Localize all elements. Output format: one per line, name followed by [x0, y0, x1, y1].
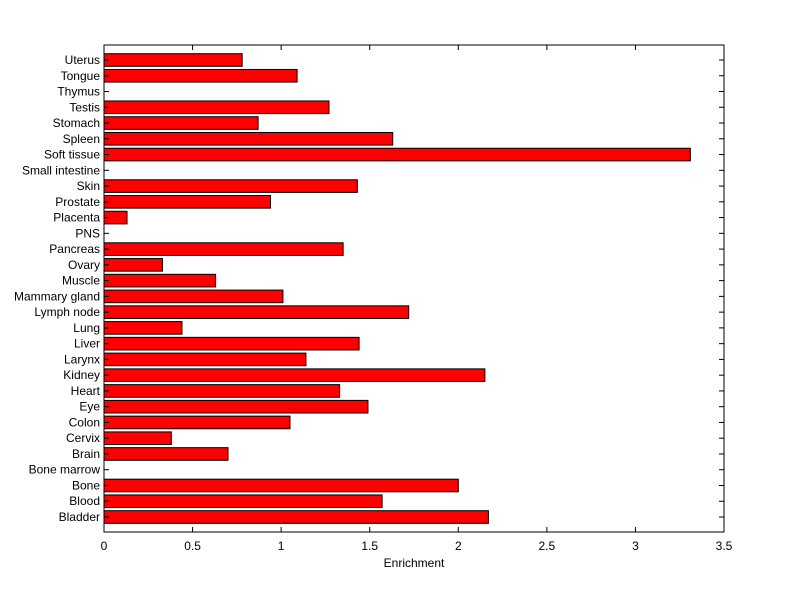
y-tick-label: Stomach [53, 116, 100, 130]
y-tick-label: Blood [69, 494, 100, 508]
y-tick-label: Thymus [57, 85, 100, 99]
x-tick-label: 3.5 [716, 539, 733, 553]
x-tick-label: 1 [278, 539, 285, 553]
x-tick-label: 1.5 [361, 539, 378, 553]
bar-spleen [103, 131, 394, 146]
bar-colon [103, 415, 291, 430]
bar-testis [103, 100, 330, 115]
bar-eye [103, 399, 369, 414]
bar-liver [103, 336, 360, 351]
y-tick-label: Pancreas [49, 242, 100, 256]
bar-cervix [103, 431, 172, 446]
y-tick-label: PNS [75, 226, 100, 240]
bar-kidney [103, 368, 486, 382]
y-tick-label: Mammary gland [14, 289, 100, 303]
y-tick-label: Bone marrow [29, 463, 101, 477]
bar-lung [103, 321, 183, 335]
bar-skin [103, 179, 358, 193]
y-tick-label: Kidney [63, 368, 100, 382]
bar-bone [103, 478, 459, 493]
y-tick-label: Ovary [68, 258, 100, 272]
y-tick-label: Muscle [62, 274, 100, 288]
bar-larynx [103, 352, 307, 367]
x-tick-label: 2 [455, 539, 462, 553]
x-axis-label: Enrichment [384, 556, 445, 570]
bar-tongue [103, 68, 298, 83]
bar-bladder [103, 510, 489, 524]
y-tick-label: Testis [69, 100, 100, 114]
x-axis-ticks: 0 0.5 1 1.5 2 2.5 3 3.5 [101, 45, 733, 553]
y-tick-label: Cervix [66, 431, 100, 445]
x-tick-label: 0 [101, 539, 108, 553]
y-tick-label: Bladder [59, 510, 100, 524]
bar-ovary [103, 258, 163, 272]
y-tick-label: Lymph node [34, 305, 100, 319]
bar-lymph-node [103, 305, 410, 319]
bar-muscle [103, 273, 217, 288]
y-tick-label: Spleen [63, 132, 100, 146]
y-tick-label: Colon [69, 415, 100, 429]
bar-pancreas [103, 242, 344, 256]
bar-brain [103, 447, 229, 461]
bar-soft-tissue [103, 147, 691, 162]
y-tick-label: Uterus [65, 53, 100, 67]
y-tick-label: Heart [71, 384, 101, 398]
plot-frame [103, 44, 725, 533]
y-tick-label: Lung [73, 321, 100, 335]
y-tick-label: Liver [74, 337, 100, 351]
y-tick-label: Small intestine [22, 163, 100, 177]
y-tick-label: Placenta [53, 211, 100, 225]
bar-uterus [103, 53, 243, 67]
x-tick-label: 0.5 [184, 539, 201, 553]
bar-heart [103, 384, 341, 398]
y-tick-label: Larynx [64, 352, 100, 366]
bar-stomach [103, 116, 259, 130]
bar-blood [103, 494, 383, 509]
bar-prostate [103, 195, 272, 209]
y-tick-label: Eye [79, 400, 100, 414]
x-tick-label: 3 [632, 539, 639, 553]
x-tick-label: 2.5 [539, 539, 556, 553]
y-tick-label: Bone [72, 478, 100, 492]
y-tick-label: Brain [72, 447, 100, 461]
y-tick-label: Tongue [61, 69, 101, 83]
y-tick-label: Soft tissue [44, 148, 100, 162]
y-tick-label: Prostate [55, 195, 100, 209]
bar-mammary-gland [103, 289, 284, 304]
y-tick-label: Skin [77, 179, 100, 193]
